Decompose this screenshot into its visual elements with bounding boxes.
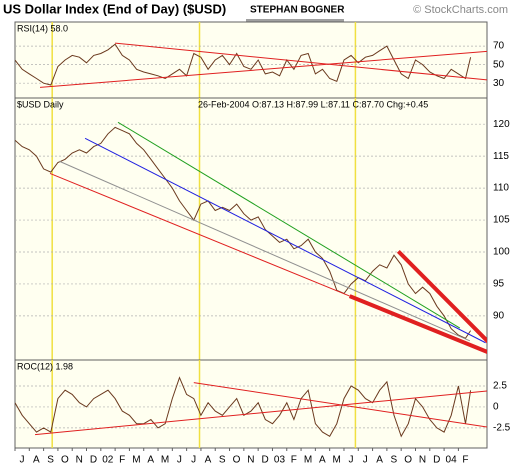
y-tick-label: 90	[493, 311, 505, 322]
quote: 26-Feb-2004 O:87.13 H:87.99 L:87.11 C:87…	[198, 99, 428, 109]
y-tick-label: 30	[493, 78, 505, 89]
trend-line	[117, 121, 461, 329]
author: STEPHAN BOGNER	[250, 5, 345, 16]
trend-line	[115, 42, 487, 81]
x-tick-label: F	[119, 455, 125, 466]
panel	[14, 21, 488, 99]
x-tick-label: S	[391, 455, 398, 466]
x-tick-label: S	[219, 455, 226, 466]
y-tick-label: 0	[493, 402, 499, 413]
trend-line	[193, 382, 487, 428]
panel	[14, 97, 488, 361]
panel-label: $USD Daily	[17, 99, 64, 109]
x-tick-label: 02	[102, 455, 114, 466]
y-tick-label: 70	[493, 41, 505, 52]
y-tick-label: -2.5	[493, 423, 511, 434]
y-tick-label: 95	[493, 279, 505, 290]
y-tick-label: 110	[493, 183, 509, 194]
x-tick-label: D	[262, 455, 269, 466]
plot-area	[15, 360, 487, 448]
panel	[14, 359, 488, 449]
price-line	[15, 126, 472, 339]
x-tick-label: A	[376, 455, 383, 466]
y-tick-label: 105	[493, 215, 510, 226]
y-tick-label: 115	[493, 151, 509, 162]
x-tick-label: A	[205, 455, 212, 466]
x-tick-label: M	[332, 455, 340, 466]
x-tick-label: 03	[274, 455, 286, 466]
x-tick-label: D	[90, 455, 97, 466]
copyright: © StockCharts.com	[413, 4, 508, 16]
trend-line	[39, 50, 487, 88]
x-tick-label: D	[433, 455, 440, 466]
x-tick-label: O	[233, 455, 241, 466]
x-tick-label: O	[61, 455, 69, 466]
x-tick-label: N	[76, 455, 83, 466]
x-tick-label: M	[304, 455, 312, 466]
panel-label: ROC(12) 1.98	[17, 361, 73, 371]
plot-area	[15, 22, 487, 98]
x-tick-label: A	[147, 455, 154, 466]
trend-line	[396, 249, 487, 344]
y-tick-label: 100	[493, 247, 510, 258]
x-tick-label: F	[291, 455, 297, 466]
x-tick-label: S	[47, 455, 54, 466]
x-tick-label: O	[404, 455, 412, 466]
x-tick-label: J	[177, 455, 182, 466]
x-tick-label: 04	[446, 455, 458, 466]
price-line	[15, 376, 472, 438]
price-line	[15, 43, 472, 86]
trend-line	[59, 160, 471, 342]
trend-line	[348, 294, 487, 354]
x-tick-label: J	[363, 455, 368, 466]
trend-line	[49, 172, 350, 297]
x-tick-label: J	[20, 455, 25, 466]
x-tick-label: A	[33, 455, 40, 466]
y-tick-label: 2.5	[493, 381, 507, 392]
y-tick-label: 50	[493, 59, 505, 70]
x-tick-label: J	[348, 455, 353, 466]
x-tick-label: M	[161, 455, 169, 466]
trend-line	[84, 137, 486, 344]
chart-title: US Dollar Index (End of Day) ($USD)	[3, 1, 226, 16]
x-tick-label: A	[319, 455, 326, 466]
plot-area	[15, 98, 487, 360]
y-tick-label: 120	[493, 119, 510, 130]
x-tick-label: N	[419, 455, 426, 466]
trend-line	[34, 390, 487, 436]
x-tick-label: M	[132, 455, 140, 466]
x-tick-label: N	[247, 455, 254, 466]
x-tick-label: F	[462, 455, 468, 466]
x-tick-label: J	[191, 455, 196, 466]
panel-label: RSI(14) 58.0	[17, 23, 68, 33]
